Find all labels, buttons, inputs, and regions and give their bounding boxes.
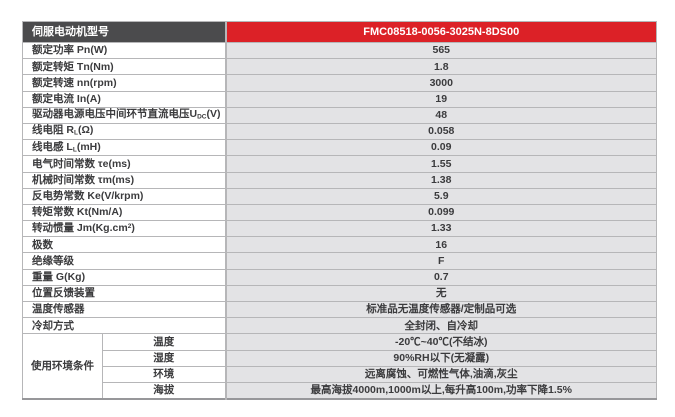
env-sub-label: 环境 <box>102 365 226 383</box>
spec-label: 反电势常数 Ke(V/krpm) <box>22 187 226 205</box>
spec-label: 机械时间常数 τm(ms) <box>22 171 226 189</box>
env-sub-label: 湿度 <box>102 349 226 367</box>
spec-label: 额定功率 Pn(W) <box>22 41 226 60</box>
env-sub-label: 海拔 <box>102 381 226 400</box>
spec-value: 1.38 <box>224 171 657 189</box>
spec-label: 线电阻 RL(Ω) <box>22 122 226 141</box>
model-number: FMC08518-0056-3025N-8DS00 <box>224 21 657 43</box>
spec-row: 冷却方式 全封闭、自冷却 <box>22 317 657 335</box>
env-row: 湿度 90%RH以下(无凝露) <box>23 349 657 367</box>
env-sub-label: 温度 <box>102 333 226 351</box>
spec-value: 5.9 <box>224 187 657 205</box>
spec-label: 极数 <box>22 236 226 254</box>
spec-value: 3000 <box>224 74 657 92</box>
spec-label: 线电感 LL(mH) <box>22 139 226 157</box>
spec-value: 0.058 <box>224 122 657 141</box>
env-value: 最高海拔4000m,1000m以上,每升高100m,功率下降1.5% <box>224 381 657 400</box>
spec-label: 额定转速 nn(rpm) <box>22 74 226 92</box>
spec-value: 19 <box>224 90 657 108</box>
env-value: 90%RH以下(无凝露) <box>224 349 657 367</box>
spec-table-body: 伺服电动机型号 FMC08518-0056-3025N-8DS00 额定功率 P… <box>22 21 657 400</box>
spec-label: 驱动器电源电压中间环节直流电压UDC(V) <box>22 106 226 124</box>
spec-value: 无 <box>224 284 657 303</box>
spec-row: 重量 G(Kg) 0.7 <box>22 268 657 286</box>
spec-row: 转矩常数 Kt(Nm/A) 0.099 <box>22 203 657 222</box>
spec-label: 转动惯量 Jm(Kg.cm2) <box>22 220 226 238</box>
spec-value: 0.09 <box>224 139 657 157</box>
env-row: 使用环境条件 温度 -20℃~40℃(不结冰) <box>22 333 657 400</box>
spec-row: 位置反馈装置无 <box>22 284 657 303</box>
spec-value: 全封闭、自冷却 <box>224 317 657 335</box>
model-header-label: 伺服电动机型号 <box>22 21 226 43</box>
spec-row: 额定转矩 Tn(Nm) 1.8 <box>22 58 657 76</box>
spec-value: 标准品无温度传感器/定制品可选 <box>224 300 657 319</box>
spec-value: 48 <box>224 106 657 124</box>
model-header-row: 伺服电动机型号 FMC08518-0056-3025N-8DS00 <box>22 21 657 43</box>
spec-value: 1.33 <box>224 220 657 238</box>
spec-value: 565 <box>224 41 657 60</box>
spec-label: 重量 G(Kg) <box>22 268 226 286</box>
spec-value: 16 <box>224 236 657 254</box>
spec-row: 温度传感器 标准品无温度传感器/定制品可选 <box>22 300 657 319</box>
spec-row: 反电势常数 Ke(V/krpm) 5.9 <box>22 187 657 205</box>
spec-row: 线电阻 RL(Ω) 0.058 <box>22 122 657 141</box>
spec-value: 1.8 <box>224 58 657 76</box>
env-group-label: 使用环境条件 <box>22 333 103 400</box>
env-row: 环境 远离腐蚀、可燃性气体,油滴,灰尘 <box>23 365 657 383</box>
env-row: 海拔 最高海拔4000m,1000m以上,每升高100m,功率下降1.5% <box>23 381 657 400</box>
spec-row: 额定电流 In(A) 19 <box>22 90 657 108</box>
spec-label: 温度传感器 <box>22 300 226 319</box>
spec-label: 额定电流 In(A) <box>22 90 226 108</box>
spec-label: 绝缘等级 <box>22 252 226 270</box>
spec-row: 驱动器电源电压中间环节直流电压UDC(V) 48 <box>22 106 657 124</box>
spec-row: 线电感 LL(mH) 0.09 <box>22 139 657 157</box>
spec-row: 极数 16 <box>22 236 657 254</box>
spec-table: 伺服电动机型号 FMC08518-0056-3025N-8DS00 额定功率 P… <box>22 21 657 400</box>
spec-label: 位置反馈装置 <box>22 284 226 303</box>
env-value: 远离腐蚀、可燃性气体,油滴,灰尘 <box>224 365 657 383</box>
spec-row: 电气时间常数 τe(ms) 1.55 <box>22 155 657 173</box>
spec-label: 额定转矩 Tn(Nm) <box>22 58 226 76</box>
spec-label: 转矩常数 Kt(Nm/A) <box>22 203 226 222</box>
spec-label: 冷却方式 <box>22 317 226 335</box>
spec-label: 电气时间常数 τe(ms) <box>22 155 226 173</box>
spec-value: 0.7 <box>224 268 657 286</box>
spec-value: 1.55 <box>224 155 657 173</box>
spec-row: 额定功率 Pn(W) 565 <box>22 41 657 60</box>
spec-value: 0.099 <box>224 203 657 222</box>
spec-row: 机械时间常数 τm(ms) 1.38 <box>22 171 657 189</box>
env-value: -20℃~40℃(不结冰) <box>224 333 657 351</box>
spec-value: F <box>224 252 657 270</box>
spec-row: 转动惯量 Jm(Kg.cm2) 1.33 <box>22 220 657 238</box>
spec-row: 额定转速 nn(rpm) 3000 <box>22 74 657 92</box>
spec-row: 绝缘等级 F <box>22 252 657 270</box>
